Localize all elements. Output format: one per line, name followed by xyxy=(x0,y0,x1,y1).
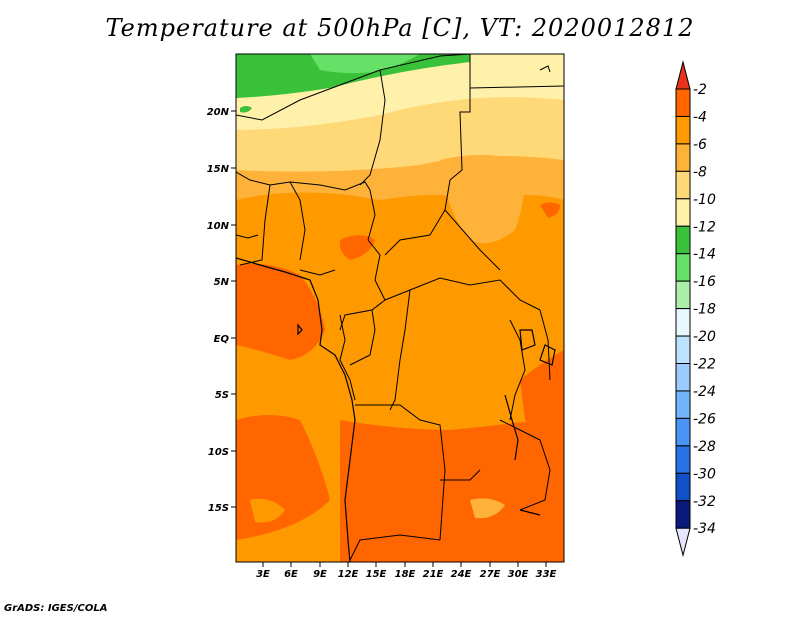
colorbar-label: -20 xyxy=(693,329,716,345)
lat-tick-marks xyxy=(231,110,236,508)
map-frame xyxy=(235,53,565,563)
region-fill xyxy=(339,235,375,260)
lat-label: 10N xyxy=(207,221,230,232)
lon-tick-marks xyxy=(262,562,547,567)
colorbar-label: -24 xyxy=(693,384,716,400)
lon-label: 24E xyxy=(451,569,472,580)
lat-tick-labels: 20N 15N 10N 5N EQ 5S 10S 15S xyxy=(207,107,230,514)
colorbar-label: -6 xyxy=(693,137,707,153)
colorbar-swatch xyxy=(675,445,691,474)
colorbar-swatch xyxy=(675,500,691,529)
lon-label: 33E xyxy=(536,569,557,580)
colorbar-swatch xyxy=(675,390,691,419)
colorbar-label: -32 xyxy=(693,494,716,510)
colorbar-swatch xyxy=(675,253,691,282)
region-fill xyxy=(300,538,340,559)
region-fill xyxy=(520,350,564,440)
colorbar-swatch xyxy=(675,308,691,337)
colorbar-label: -26 xyxy=(693,411,716,427)
lat-label: EQ xyxy=(214,334,230,345)
region-fill xyxy=(310,54,420,74)
colorbar-swatch xyxy=(675,88,691,117)
colorbar-arrow-bottom xyxy=(675,527,691,558)
map-title: Temperature at 500hPa [C], VT: 202001281… xyxy=(105,14,695,42)
region-fill xyxy=(440,155,524,244)
lon-label: 27E xyxy=(480,569,501,580)
colorbar-label: -28 xyxy=(693,439,716,455)
colorbar-swatch xyxy=(675,115,691,145)
colorbar-swatch xyxy=(675,225,691,255)
lat-label: 15S xyxy=(208,503,229,514)
lon-label: 18E xyxy=(395,569,416,580)
lon-label: 12E xyxy=(338,569,359,580)
colorbar-label: -2 xyxy=(693,82,707,98)
region-fill xyxy=(236,263,325,360)
region-fill xyxy=(470,498,505,519)
colorbar-swatch xyxy=(675,143,691,172)
colorbar-swatch xyxy=(675,198,691,227)
region-fill xyxy=(236,54,470,98)
region-fill xyxy=(250,498,285,523)
lon-label: 6E xyxy=(284,569,298,580)
colorbar-swatch xyxy=(675,280,691,310)
lat-label: 15N xyxy=(207,164,230,175)
lon-label: 3E xyxy=(256,569,270,580)
colorbar-label: -10 xyxy=(693,192,716,208)
colorbar-label: -12 xyxy=(693,219,716,235)
lat-label: 5S xyxy=(215,390,229,401)
colorbar-label: -4 xyxy=(693,109,707,125)
lat-label: 10S xyxy=(208,447,229,458)
colorbar-arrow-top xyxy=(675,60,691,90)
lon-label: 30E xyxy=(508,569,529,580)
colorbar-label: -30 xyxy=(693,466,716,482)
lon-label: 21E xyxy=(423,569,444,580)
lon-label: 15E xyxy=(366,569,387,580)
colorbar: -2 -4 -6 -8 -10 -12 -14 -16 -18 -20 -22 -24 -26 -28 -3… xyxy=(675,60,716,558)
colorbar-label: -16 xyxy=(693,274,716,290)
colorbar-swatch xyxy=(675,472,691,502)
colorbar-label: -14 xyxy=(693,247,716,263)
grads-credit: GrADS: IGES/COLA xyxy=(4,603,108,614)
colorbar-swatch xyxy=(675,170,691,200)
coastline xyxy=(236,257,556,562)
colorbar-swatch xyxy=(675,363,691,392)
region-fill xyxy=(340,360,564,562)
colorbar-label: -34 xyxy=(693,521,716,537)
lon-label: 9E xyxy=(313,569,327,580)
region-fill xyxy=(540,202,560,218)
colorbar-swatch xyxy=(675,417,691,447)
lon-tick-labels: 3E 6E 9E 12E 15E 18E 21E 24E 27E 30E 33E xyxy=(256,569,556,580)
colorbar-label: -18 xyxy=(693,302,716,318)
colorbar-swatch xyxy=(675,335,691,364)
lat-label: 5N xyxy=(214,277,230,288)
lat-label: 20N xyxy=(207,107,230,118)
temperature-field xyxy=(236,54,564,562)
colorbar-label: -22 xyxy=(693,357,716,373)
colorbar-label: -8 xyxy=(693,164,707,180)
country-borders xyxy=(236,54,564,561)
region-fill xyxy=(240,106,252,113)
